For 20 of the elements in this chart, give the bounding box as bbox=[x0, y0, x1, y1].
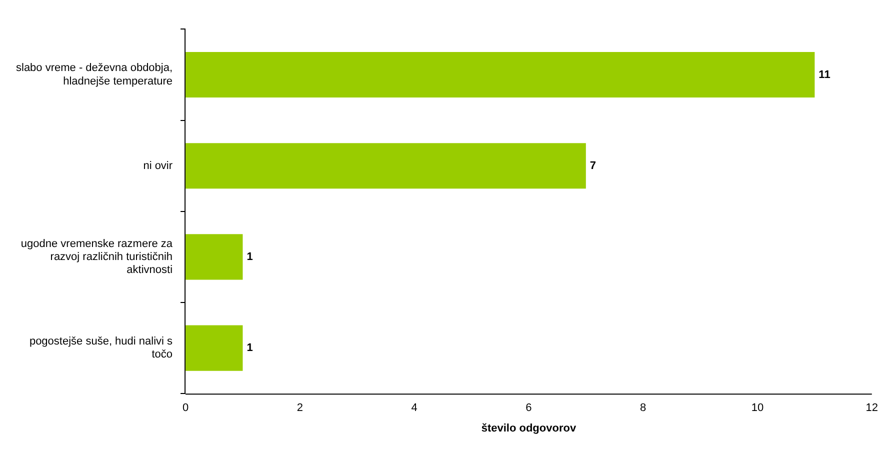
data-label: 1 bbox=[246, 342, 253, 354]
bar bbox=[186, 325, 243, 371]
y-tick-label: ugodne vremenske razmere za razvoj različnih turističnih aktivnosti bbox=[20, 238, 174, 276]
x-tick-label: 6 bbox=[526, 402, 532, 414]
data-label: 11 bbox=[818, 68, 830, 81]
x-tick-label: 4 bbox=[411, 402, 418, 414]
y-tick-label: ni ovir bbox=[143, 160, 173, 172]
x-tick-label: 8 bbox=[640, 402, 646, 414]
x-tick-label: 12 bbox=[866, 402, 878, 414]
bar bbox=[186, 52, 815, 98]
bar bbox=[186, 234, 243, 280]
bar bbox=[186, 143, 586, 189]
x-tick-label: 0 bbox=[182, 402, 189, 414]
data-label: 1 bbox=[246, 250, 253, 263]
data-label: 7 bbox=[590, 160, 596, 172]
x-tick-label: 2 bbox=[296, 402, 303, 414]
y-tick-label: slabo vreme - deževna obdobja, hladnejše temperature bbox=[16, 62, 173, 88]
x-axis-title: število odgovorov bbox=[481, 422, 577, 434]
x-tick-label: 10 bbox=[751, 402, 764, 414]
y-tick-label: pogostejše suše, hudi nalivi s točo bbox=[29, 335, 174, 361]
